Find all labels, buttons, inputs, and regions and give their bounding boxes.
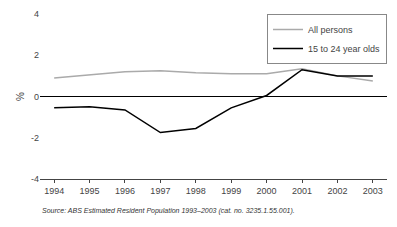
svg-text:1997: 1997	[150, 186, 170, 196]
svg-text:2000: 2000	[257, 186, 277, 196]
svg-text:15 to 24 year olds: 15 to 24 year olds	[308, 44, 380, 54]
svg-text:1994: 1994	[44, 186, 64, 196]
svg-text:1998: 1998	[186, 186, 206, 196]
svg-text:2002: 2002	[327, 186, 347, 196]
svg-text:2001: 2001	[292, 186, 312, 196]
svg-text:2: 2	[34, 50, 39, 60]
svg-text:1996: 1996	[115, 186, 135, 196]
svg-text:-2: -2	[31, 133, 39, 143]
svg-text:%: %	[15, 92, 26, 101]
svg-text:Source: ABS Estimated Resident: Source: ABS Estimated Resident Populatio…	[42, 207, 295, 215]
svg-text:2003: 2003	[363, 186, 383, 196]
svg-text:-4: -4	[31, 174, 39, 184]
svg-text:1999: 1999	[221, 186, 241, 196]
svg-text:1995: 1995	[80, 186, 100, 196]
svg-text:0: 0	[34, 92, 39, 102]
svg-text:4: 4	[34, 9, 39, 19]
svg-text:All persons: All persons	[308, 25, 353, 35]
